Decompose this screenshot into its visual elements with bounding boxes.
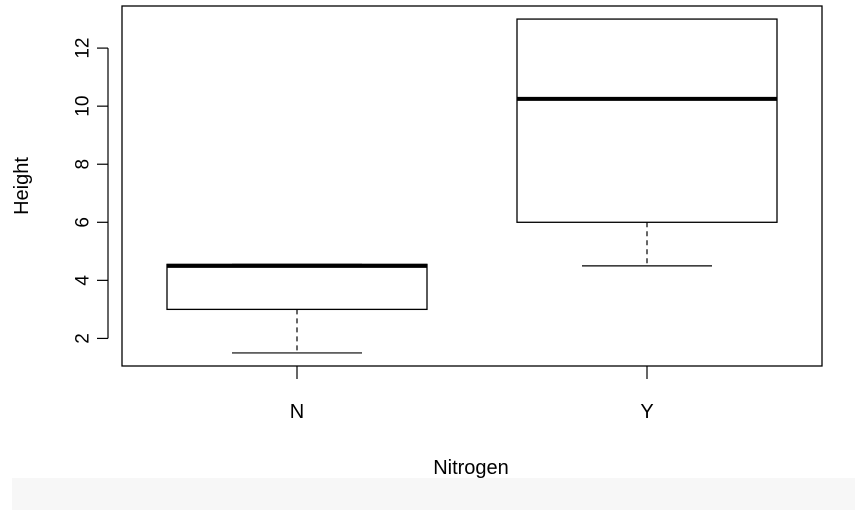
plot-frame [121,5,823,367]
box-N [166,263,428,354]
y-tick-label: 2 [73,333,94,344]
y-axis-label: Height [11,157,33,215]
y-axis: 2 4 6 8 10 12 [73,38,109,344]
y-tick-label: 4 [73,275,94,286]
boxes-layer [166,18,778,354]
x-tick-label: N [290,401,304,423]
box-Y [516,18,778,267]
y-tick-label: 6 [73,217,94,228]
y-tick-label: 10 [73,96,94,117]
bottom-band [12,478,855,510]
y-tick-label: 8 [73,159,94,170]
x-tick-label: Y [640,401,653,423]
y-tick-label: 12 [73,38,94,59]
box-body [516,18,778,223]
x-axis-label: Nitrogen [433,457,509,478]
box-body [166,263,428,311]
